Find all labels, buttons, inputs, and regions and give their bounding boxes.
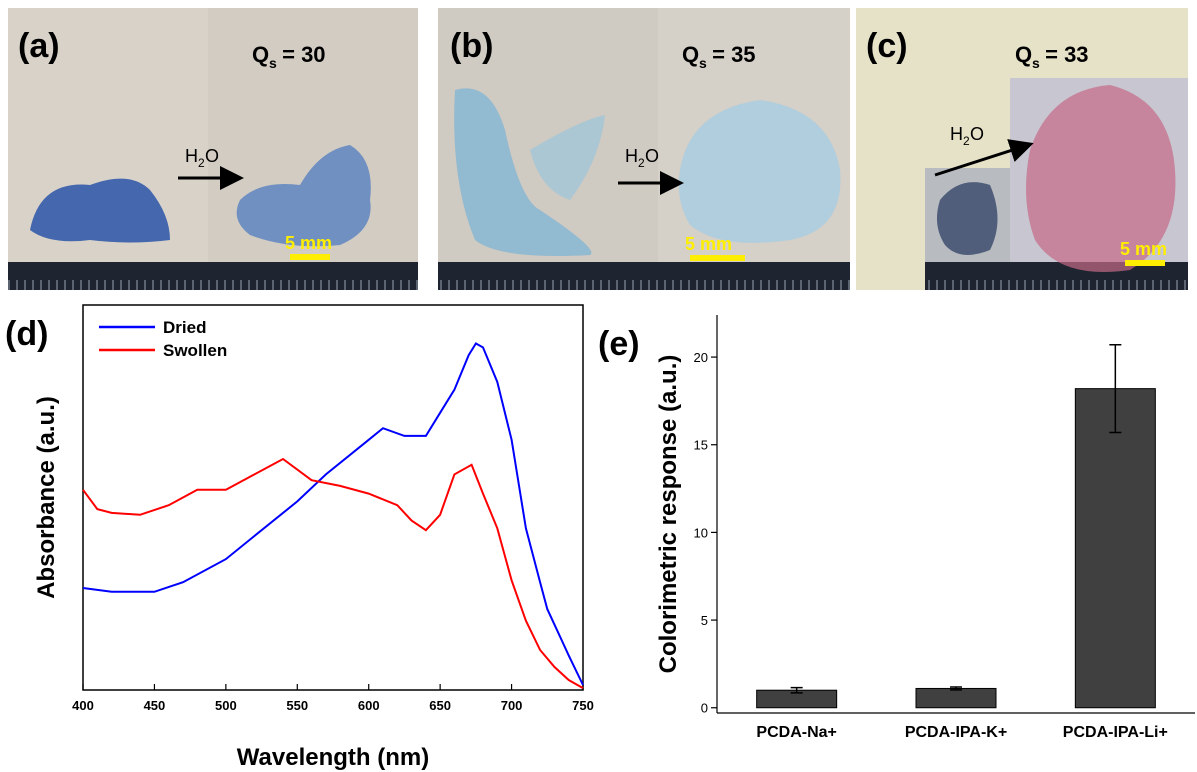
h2o-o: O <box>645 146 659 166</box>
q-symbol: Q <box>1015 42 1032 67</box>
y-tick-label: 0 <box>701 701 708 716</box>
q-symbol: Q <box>682 42 699 67</box>
panel-label: (a) <box>18 27 60 65</box>
y-axis-label: Colorimetric response (a.u.) <box>655 355 682 674</box>
y-axis-label: Absorbance (a.u.) <box>33 396 60 599</box>
panel-label: (e) <box>598 325 640 363</box>
legend-label: Swollen <box>163 341 227 360</box>
figure: (a)Qs = 30H2O5 mm(b)Qs = 35H2O5 mm(c)Qs … <box>0 0 1197 772</box>
q-value: = 33 <box>1039 42 1089 67</box>
panel-label: (b) <box>450 27 493 65</box>
scale-label: 5 mm <box>285 233 332 253</box>
q-value: = 30 <box>276 42 326 67</box>
scale-label: 5 mm <box>1120 239 1167 259</box>
y-tick-label: 15 <box>694 438 708 453</box>
panel-label: (c) <box>866 27 908 65</box>
h2o-o: O <box>205 146 219 166</box>
x-tick-label: PCDA-Na+ <box>756 724 836 741</box>
h2o-o: O <box>970 124 984 144</box>
q-symbol: Q <box>252 42 269 67</box>
photo-b <box>438 8 850 290</box>
panel-label: (d) <box>5 315 48 353</box>
x-tick-label: 750 <box>572 698 594 713</box>
h2o-sub: 2 <box>198 156 205 170</box>
plot-frame <box>83 305 583 690</box>
x-tick-label: 600 <box>358 698 380 713</box>
h2o-sub: 2 <box>963 134 970 148</box>
x-tick-label: 500 <box>215 698 237 713</box>
h2o-h: H <box>185 146 198 166</box>
y-tick-label: 5 <box>701 613 708 628</box>
h2o-h: H <box>625 146 638 166</box>
h2o-sub: 2 <box>638 156 645 170</box>
scale-label: 5 mm <box>685 234 732 254</box>
x-tick-label: 450 <box>144 698 166 713</box>
x-tick-label: 700 <box>501 698 523 713</box>
x-tick-label: 400 <box>72 698 94 713</box>
x-tick-label: 550 <box>286 698 308 713</box>
x-axis-label: Wavelength (nm) <box>237 744 429 771</box>
bar <box>916 688 996 707</box>
x-tick-label: PCDA-IPA-Li+ <box>1063 724 1168 741</box>
data-line <box>83 344 583 686</box>
legend-label: Dried <box>163 318 206 337</box>
bar <box>1075 389 1155 708</box>
y-tick-label: 20 <box>694 350 708 365</box>
data-line <box>83 459 583 688</box>
h2o-h: H <box>950 124 963 144</box>
x-tick-label: 650 <box>429 698 451 713</box>
y-tick-label: 10 <box>694 525 708 540</box>
x-tick-label: PCDA-IPA-K+ <box>905 724 1007 741</box>
q-value: = 35 <box>706 42 756 67</box>
